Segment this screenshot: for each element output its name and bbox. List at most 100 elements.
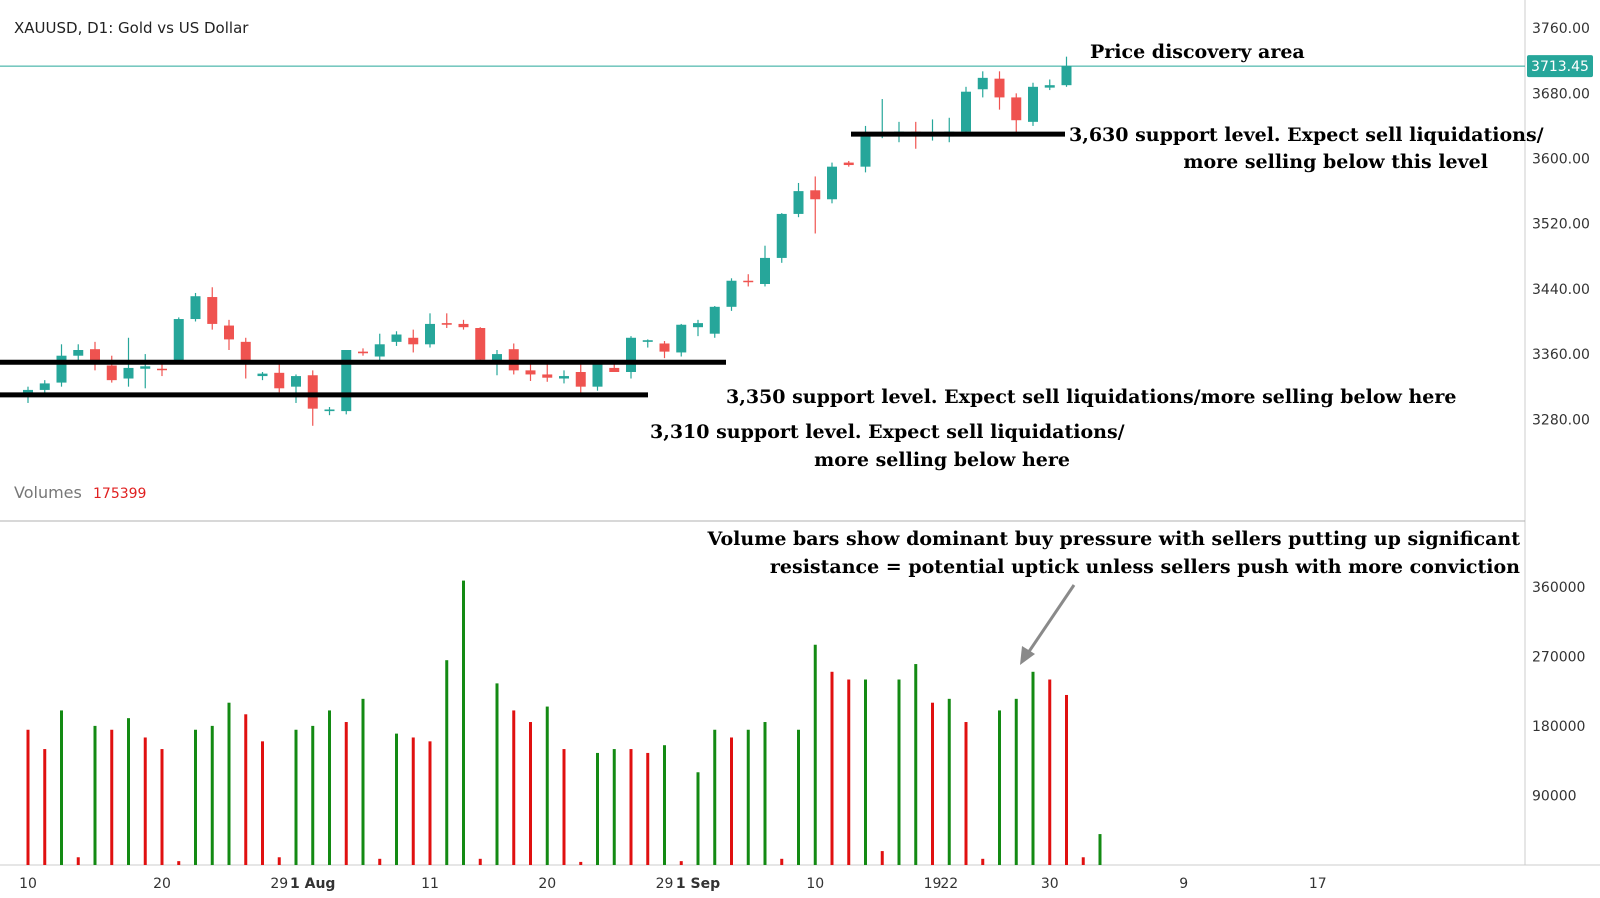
annotation-arrow-shaft [1024,584,1076,657]
candle [274,362,285,393]
volume-bar [478,858,482,865]
candle [575,362,586,395]
time-tick-label: 29 [656,876,674,892]
volume-bar [529,722,532,865]
candle [307,370,318,426]
volume-bar [428,741,432,865]
candle-body [609,367,620,372]
price-tick-label: 3680.00 [1532,86,1590,102]
candle [291,374,301,403]
volume-bar [545,706,549,865]
candle [810,176,821,234]
candle-body [726,280,737,307]
candle-body [642,340,653,342]
candle-body [425,323,435,345]
annotation-volume-line2: resistance = potential uptick unless sel… [770,556,1520,578]
volume-bar [629,749,633,865]
candle [659,341,670,359]
volume-bar [914,664,918,865]
candle [341,350,352,415]
candle [760,245,770,287]
volume-bar [763,722,767,865]
candle [977,71,988,98]
candle-body [56,355,67,383]
time-tick-label: 17 [1309,876,1327,892]
candle-body [843,162,854,166]
candle [458,319,469,330]
candle [994,71,1005,110]
candle [425,313,435,348]
candle [73,344,84,363]
volume-bar [981,858,985,865]
candle-body [190,296,201,320]
candle-body [291,376,301,387]
volume-bar [1065,694,1068,865]
volume-bar [495,683,499,865]
time-tick-label: 20 [153,876,171,892]
volume-bar [663,745,666,865]
candle-body [492,354,502,364]
volume-bar [679,861,683,865]
volume-bar [60,710,63,865]
candle-body [860,134,871,167]
volume-bar [780,858,784,865]
candle-body [994,78,1005,98]
candle [642,339,653,348]
candle [709,306,720,338]
volume-bar [562,749,566,865]
candle [257,372,268,381]
candle-body [676,324,687,353]
volume-axis[interactable]: 360000 270000 180000 90000 [1532,580,1585,805]
candle-body [106,365,117,381]
time-tick-label: 19 [924,876,942,892]
volume-bar [612,749,616,865]
candle [592,362,603,391]
volume-bar [1031,671,1035,865]
volume-bar [730,737,733,865]
price-tick-label: 3360.00 [1532,347,1590,363]
candle-body [559,376,569,379]
time-tick-label: 9 [1179,876,1188,892]
candle-body [73,350,84,356]
candle-body [274,372,285,389]
candle-body [760,257,770,284]
volumes-value: 175399 [93,486,146,502]
candle-body [659,343,670,352]
price-axis[interactable]: 3760.00 3680.00 3600.00 3520.00 3440.00 3360.… [1532,21,1590,428]
volume-bar [361,698,365,865]
volume-bar [797,729,800,865]
candle [676,323,687,357]
annotation-price-discovery: Price discovery area [1090,41,1305,63]
candle [441,313,452,328]
candle [324,407,335,416]
volume-bar [813,644,817,865]
volume-bar [830,671,834,865]
candle-body [525,370,536,375]
candle [173,317,184,364]
candle-body [810,190,821,200]
time-tick-label: 29 [270,876,288,892]
candle-body [626,337,636,372]
volume-bar [512,710,516,865]
candle [961,86,971,135]
annotation-arrow [1020,584,1076,665]
annotation-3310-line2: more selling below here [814,449,1070,471]
candle-body [1011,97,1022,121]
candle [358,348,368,356]
time-tick-label: 1 Aug [290,876,335,892]
annotation-3630-line1: 3,630 support level. Expect sell liquida… [1069,124,1544,146]
volume-bar [160,749,164,865]
candle-body [391,334,402,342]
candle [56,344,67,387]
current-price-tag-bg [1527,55,1593,78]
candle-body [827,166,837,200]
current-price-tag: 3713.45 [1527,55,1593,78]
volume-bar [177,861,181,865]
volume-bar [864,679,867,865]
volume-bar [931,702,934,865]
volume-bar [344,722,348,865]
candle-body [39,383,50,390]
annotation-volume-line1: Volume bars show dominant buy pressure w… [707,528,1521,550]
volume-bar [43,749,47,865]
